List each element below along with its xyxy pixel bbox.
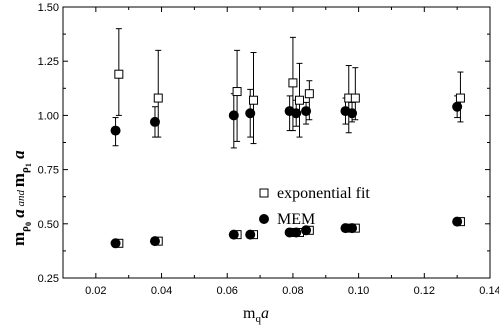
legend-marker-exponential-fit [259,188,269,198]
x-tick-label: 0.12 [414,285,435,297]
x-axis-label: mqa [243,305,269,325]
data-point-exponential-fit [294,95,304,105]
y-axis-label: mρ0 a and mρ1 a [9,150,33,246]
x-tick-label: 0.06 [217,285,238,297]
data-point-mem [347,223,358,234]
plot-frame [62,6,491,279]
data-point-mem [301,225,312,236]
data-point-mem [291,227,302,238]
data-point-mem [452,101,463,112]
data-point-mem [110,125,121,136]
x-tick-label: 0.10 [348,285,369,297]
legend-label-exponential-fit: exponential fit [277,185,370,202]
data-point-mem [452,216,463,227]
data-point-exponential-fit [350,93,360,103]
data-point-mem [228,110,239,121]
x-tick-label: 0.04 [151,285,172,297]
y-tick-label: 0.25 [38,273,59,285]
data-point-mem [149,116,160,127]
y-axis-ticks: 0.25 0.50 0.75 1.00 1.25 1.50 [38,2,490,285]
legend-label-mem: MEM [277,211,315,228]
x-tick-label: 0.14 [479,285,499,297]
legend: exponential fit MEM [259,185,370,228]
data-point-exponential-fit [153,93,163,103]
data-markers [110,69,465,249]
y-tick-label: 1.25 [38,56,59,68]
data-point-exponential-fit [114,69,124,79]
data-point-mem [228,229,239,240]
x-tick-label: 0.02 [85,285,106,297]
x-axis-ticks: 0.02 0.04 0.06 0.08 0.10 0.12 0.14 [62,7,499,297]
data-point-mem [291,108,302,119]
data-point-exponential-fit [288,78,298,88]
y-tick-label: 1.00 [38,110,59,122]
data-point-exponential-fit [249,95,259,105]
legend-marker-mem [259,214,269,224]
data-point-mem [245,108,256,119]
data-point-mem [245,229,256,240]
data-point-exponential-fit [455,93,465,103]
data-point-mem [149,236,160,247]
data-point-exponential-fit [232,87,242,97]
data-point-mem [301,106,312,117]
data-point-mem [110,238,121,249]
data-point-mem [347,108,358,119]
y-tick-label: 1.50 [38,2,59,14]
error-bars [112,28,464,149]
x-tick-label: 0.08 [282,285,303,297]
data-point-exponential-fit [304,89,314,99]
y-tick-label: 0.50 [38,219,59,231]
y-tick-label: 0.75 [38,165,59,177]
